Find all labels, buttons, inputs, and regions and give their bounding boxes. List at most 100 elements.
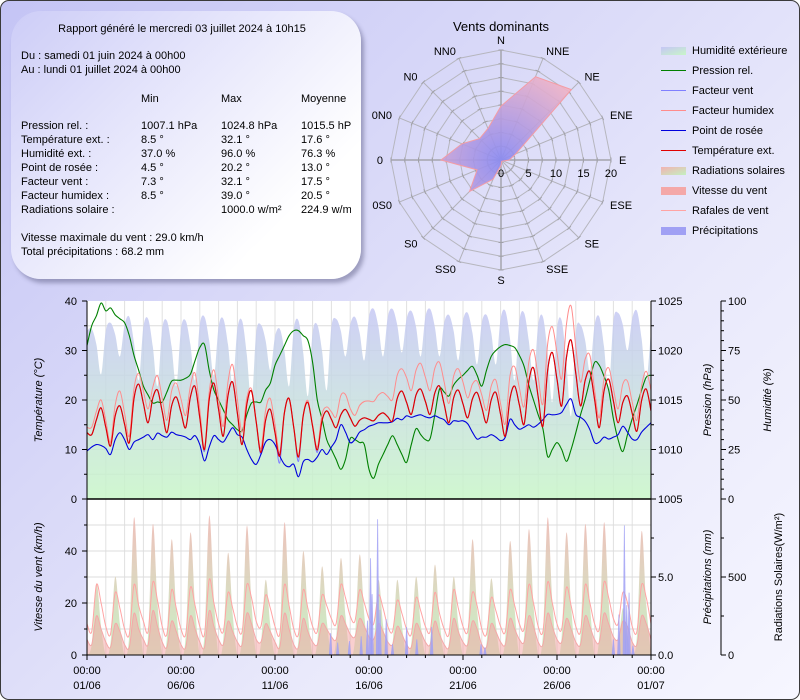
rose-tick — [509, 183, 515, 187]
rose-tick — [477, 107, 483, 111]
rose-direction-label: SSE — [546, 264, 568, 276]
legend-label: Humidité extérieure — [692, 45, 788, 57]
precipitation-bar — [370, 594, 374, 655]
stat-avg: 17.6 ° — [301, 134, 330, 146]
rose-tick — [508, 167, 513, 172]
y-tick-label: 100 — [728, 296, 746, 308]
pressure-line — [87, 302, 651, 479]
rose-tick — [540, 260, 546, 264]
rose-scale-label: 0 — [498, 168, 504, 180]
rose-tick — [535, 247, 541, 251]
legend-line — [661, 90, 686, 91]
rose-tick — [477, 209, 483, 213]
stat-label: Radiations solaire : — [21, 204, 115, 216]
rose-polygon — [439, 76, 573, 193]
x-tick-time-label: 00:00 — [355, 665, 383, 677]
stat-label: Pression rel. : — [21, 120, 89, 132]
stat-label: Facteur humidex : — [21, 190, 110, 202]
precipitation-bar — [404, 626, 409, 655]
rose-direction-label: N0 — [403, 72, 417, 84]
axis-title: Précipitations (mm) — [702, 529, 714, 624]
stat-min: 1007.1 hPa — [141, 120, 198, 132]
rose-direction-label: ESE — [610, 200, 632, 212]
rose-tick — [518, 177, 523, 182]
rose-direction-label: S — [497, 275, 504, 287]
rose-tick — [482, 120, 488, 124]
rose-tick — [436, 131, 439, 137]
rose-tick — [410, 120, 414, 126]
precipitation-bar — [390, 644, 395, 655]
precipitation-bar — [347, 640, 352, 655]
y-tick-label: 0 — [71, 650, 77, 662]
x-tick-time-label: 00:00 — [73, 665, 101, 677]
legend-line — [661, 150, 686, 151]
precipitation-bar — [415, 639, 419, 655]
y-tick-label: 0 — [728, 650, 734, 662]
rose-tick — [601, 199, 605, 205]
x-tick-date-label: 16/06 — [355, 680, 383, 692]
rose-tick — [550, 178, 554, 184]
precipitation-bar — [611, 639, 616, 655]
rose-tick — [576, 235, 581, 240]
rose-tick — [456, 56, 462, 60]
rose-tick — [472, 222, 478, 225]
rose-tick — [588, 194, 592, 200]
precipitation-bar — [378, 609, 382, 655]
panel-top-series — [87, 302, 651, 499]
rose-tick — [450, 206, 455, 211]
rose-tick — [537, 141, 541, 147]
rose-tick — [440, 216, 445, 221]
legend-label: Facteur vent — [692, 85, 754, 97]
y-tick-label: 1025 — [658, 296, 682, 308]
precipitation-bar — [627, 592, 631, 655]
stat-avg: 1015.5 hPa — [301, 120, 351, 132]
legend-label: Radiations solaires — [692, 165, 785, 177]
y-tick-label: 1010 — [658, 445, 682, 457]
legend-item-pressure: Pression rel. — [661, 61, 799, 81]
rose-scale-label: 5 — [525, 168, 531, 180]
legend-line — [661, 130, 686, 131]
stat-min: 7.3 ° — [141, 176, 164, 188]
rose-tick — [469, 128, 474, 133]
y-tick-label: 75 — [728, 346, 740, 358]
legend-swatch — [661, 227, 686, 235]
legend-item-precipitation: Précipitations — [661, 221, 799, 241]
rose-tick — [466, 234, 472, 238]
rose-tick — [576, 80, 581, 85]
temperature-line — [87, 339, 651, 458]
stat-max: 32.1 ° — [221, 134, 250, 146]
stat-avg: 224.9 w/m² — [301, 204, 351, 216]
stat-avg: 13.0 ° — [301, 162, 330, 174]
rose-scale-label: 20 — [605, 168, 617, 180]
y-tick-label: 0.0 — [658, 650, 673, 662]
stat-avg: 17.5 ° — [301, 176, 330, 188]
axis-title: Humidité (%) — [762, 368, 774, 432]
precipitation-bar — [483, 647, 487, 655]
legend-item-wind-gust: Rafales de vent — [661, 201, 799, 221]
x-tick-date-label: 06/06 — [167, 680, 195, 692]
rose-direction-label: E — [619, 155, 626, 167]
stat-max: 20.2 ° — [221, 162, 250, 174]
y-tick-label: 1020 — [658, 346, 682, 358]
legend-item-humidity: Humidité extérieure — [661, 41, 799, 61]
axis-title: Radiations Solaires(W/m²) — [773, 513, 785, 641]
rose-direction-label: SE — [584, 238, 599, 250]
rose-direction-label: SS0 — [435, 264, 456, 276]
stat-max: 96.0 % — [221, 148, 256, 160]
precipitation-bar — [617, 614, 621, 655]
dew-point-line — [87, 398, 651, 478]
precipitation-bars — [328, 519, 635, 655]
rose-tick — [575, 125, 579, 131]
rose-direction-label: ENE — [610, 110, 633, 122]
rose-tick — [524, 168, 528, 174]
y-tick-label: 20 — [65, 395, 77, 407]
y-tick-label: 30 — [65, 346, 77, 358]
total-precipitation: Total précipitations : 68.2 mm — [21, 246, 165, 258]
precipitation-bar — [335, 642, 340, 655]
rose-tick — [514, 196, 520, 200]
legend-line — [661, 210, 686, 211]
x-tick-date-label: 26/06 — [543, 680, 571, 692]
rose-direction-label: 0 — [377, 155, 383, 167]
rose-tick — [461, 247, 467, 251]
